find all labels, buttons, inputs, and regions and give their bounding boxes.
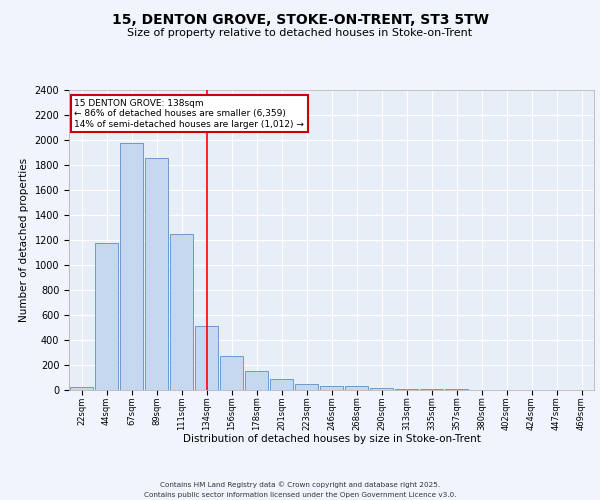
Bar	[245, 371, 268, 390]
Bar	[195, 326, 218, 390]
Bar	[320, 386, 343, 390]
Text: Contains public sector information licensed under the Open Government Licence v3: Contains public sector information licen…	[144, 492, 456, 498]
Bar	[70, 387, 93, 390]
Bar	[120, 143, 143, 390]
Text: Contains HM Land Registry data © Crown copyright and database right 2025.: Contains HM Land Registry data © Crown c…	[160, 481, 440, 488]
X-axis label: Distribution of detached houses by size in Stoke-on-Trent: Distribution of detached houses by size …	[182, 434, 481, 444]
Text: Size of property relative to detached houses in Stoke-on-Trent: Size of property relative to detached ho…	[127, 28, 473, 38]
Bar	[170, 234, 193, 390]
Text: 15, DENTON GROVE, STOKE-ON-TRENT, ST3 5TW: 15, DENTON GROVE, STOKE-ON-TRENT, ST3 5T…	[112, 12, 488, 26]
Bar	[95, 243, 118, 390]
Bar	[345, 386, 368, 390]
Bar	[270, 379, 293, 390]
Y-axis label: Number of detached properties: Number of detached properties	[19, 158, 29, 322]
Text: 15 DENTON GROVE: 138sqm
← 86% of detached houses are smaller (6,359)
14% of semi: 15 DENTON GROVE: 138sqm ← 86% of detache…	[74, 99, 304, 129]
Bar	[220, 356, 243, 390]
Bar	[295, 384, 318, 390]
Bar	[395, 389, 418, 390]
Bar	[370, 388, 393, 390]
Bar	[145, 158, 168, 390]
